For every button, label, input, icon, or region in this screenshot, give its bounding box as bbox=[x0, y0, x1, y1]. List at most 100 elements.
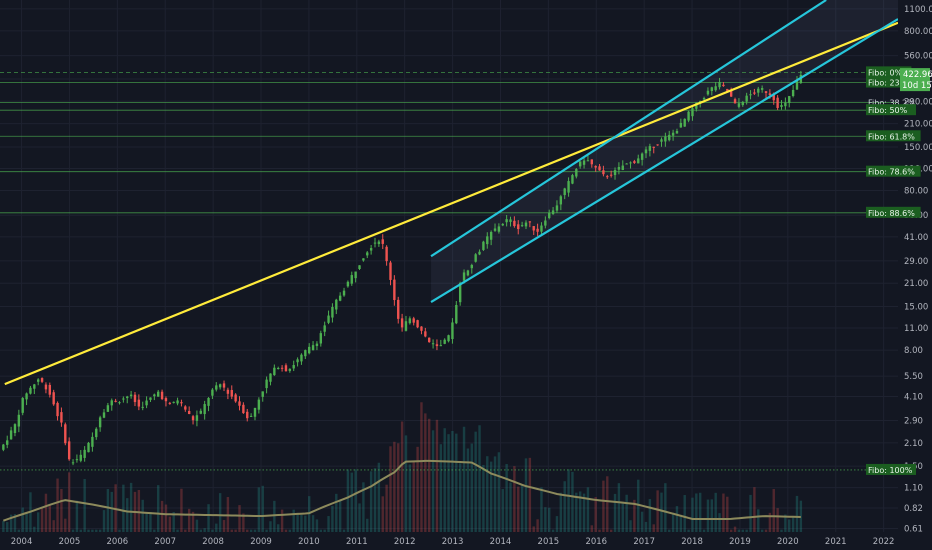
volume-bar bbox=[366, 518, 369, 532]
volume-bar bbox=[393, 441, 396, 532]
candle-body bbox=[218, 384, 222, 388]
volume-bar bbox=[598, 529, 601, 532]
volume-bar bbox=[671, 512, 675, 532]
volume-bar bbox=[749, 494, 752, 532]
candle-body bbox=[129, 394, 133, 397]
candle-body bbox=[524, 222, 528, 227]
volume-bar bbox=[106, 489, 110, 532]
candle-body bbox=[75, 459, 79, 461]
fibo-label: Fibo: 50% bbox=[868, 106, 908, 115]
candle-body bbox=[172, 401, 175, 403]
volume-bars bbox=[2, 402, 803, 532]
volume-bar bbox=[621, 502, 624, 532]
volume-bar bbox=[172, 511, 175, 532]
x-tick-label: 2005 bbox=[59, 537, 81, 547]
volume-bar bbox=[157, 485, 160, 532]
volume-bar bbox=[118, 529, 121, 532]
candle-body bbox=[67, 441, 71, 460]
candle-body bbox=[776, 97, 779, 108]
candle-body bbox=[9, 430, 13, 440]
candle-body bbox=[280, 367, 284, 369]
candle-body bbox=[656, 144, 659, 146]
candle-body bbox=[439, 345, 443, 347]
candle-body bbox=[729, 90, 733, 97]
candle-body bbox=[520, 225, 524, 227]
candle-body bbox=[555, 205, 559, 211]
candle-body bbox=[342, 290, 346, 296]
candle-body bbox=[102, 412, 106, 418]
volume-bar bbox=[184, 529, 187, 532]
time-axis-background bbox=[0, 532, 932, 550]
candle-body bbox=[644, 149, 648, 154]
candle-body bbox=[226, 389, 230, 394]
candle-body bbox=[296, 359, 299, 363]
fibo-label: Fibo: 100% bbox=[868, 466, 913, 475]
candle-body bbox=[695, 102, 698, 109]
candle-body bbox=[211, 389, 214, 396]
candle-body bbox=[791, 89, 795, 97]
y-tick-label: 1100.00 bbox=[904, 5, 932, 15]
y-tick-label: 2.10 bbox=[904, 439, 923, 449]
volume-bar bbox=[563, 481, 566, 532]
volume-bar bbox=[191, 511, 195, 532]
candle-body bbox=[652, 146, 655, 148]
volume-bar bbox=[462, 426, 466, 532]
volume-bar bbox=[648, 499, 652, 532]
candle-body bbox=[87, 442, 90, 453]
volume-bar bbox=[687, 529, 690, 532]
candle-body bbox=[284, 365, 288, 372]
volume-bar bbox=[377, 462, 381, 532]
x-tick-label: 2019 bbox=[729, 537, 751, 547]
volume-bar bbox=[296, 512, 299, 532]
candle-body bbox=[52, 392, 55, 405]
candle-body bbox=[242, 404, 245, 414]
volume-bar bbox=[455, 433, 458, 532]
candle-body bbox=[768, 93, 772, 95]
x-tick-label: 2018 bbox=[681, 537, 703, 547]
candle-body bbox=[249, 415, 253, 417]
candle-body bbox=[420, 326, 423, 331]
candle-body bbox=[64, 424, 67, 444]
candle-body bbox=[187, 410, 191, 415]
candle-body bbox=[408, 318, 412, 324]
volume-bar bbox=[571, 471, 574, 532]
volume-bar bbox=[129, 482, 133, 532]
volume-bar bbox=[551, 529, 555, 532]
volume-bar bbox=[710, 499, 714, 532]
candle-body bbox=[613, 170, 617, 176]
volume-bar bbox=[242, 513, 245, 532]
candle-body bbox=[238, 401, 241, 406]
x-tick-label: 2010 bbox=[298, 537, 320, 547]
volume-bar bbox=[199, 529, 202, 532]
candle-body bbox=[176, 400, 179, 404]
candle-body bbox=[404, 321, 408, 331]
price-axis[interactable]: 1100.00800.00560.00400.00290.00210.00150… bbox=[898, 0, 932, 550]
volume-bar bbox=[528, 457, 532, 532]
candle-body bbox=[106, 405, 110, 412]
candle-body bbox=[578, 161, 582, 167]
candle-body bbox=[273, 367, 276, 376]
candle-body bbox=[528, 221, 532, 223]
volume-bar bbox=[609, 529, 613, 532]
volume-bar bbox=[737, 529, 741, 532]
fibo-label-bg bbox=[866, 76, 921, 88]
candle-body bbox=[157, 391, 160, 397]
volume-bar bbox=[644, 521, 648, 532]
fibo-label-bg bbox=[866, 206, 921, 218]
volume-bar bbox=[439, 444, 443, 532]
volume-bar bbox=[21, 507, 24, 532]
volume-bar bbox=[493, 456, 497, 532]
candle-body bbox=[2, 444, 5, 450]
candle-body bbox=[675, 131, 679, 134]
volume-bar bbox=[497, 452, 501, 532]
candle-body bbox=[358, 265, 361, 270]
candle-body bbox=[757, 88, 760, 93]
candle-body bbox=[246, 411, 249, 419]
candle-body bbox=[195, 415, 199, 421]
x-tick-label: 2007 bbox=[154, 537, 176, 547]
time-axis[interactable]: 2004 2005 2006 2007 2008 2009 2010 2011 2012 2013… bbox=[0, 532, 932, 550]
fibo-label: Fibo: 88.6% bbox=[868, 209, 915, 218]
volume-bar bbox=[331, 505, 334, 532]
y-tick-label: 15.00 bbox=[904, 303, 928, 313]
